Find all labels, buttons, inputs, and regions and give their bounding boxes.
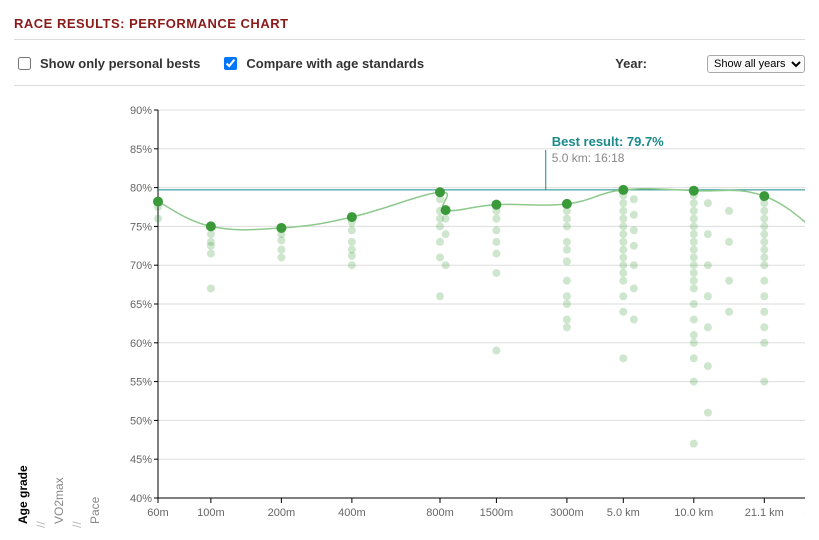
- svg-text:80%: 80%: [130, 183, 152, 195]
- svg-text:85%: 85%: [130, 144, 152, 156]
- performance-chart: 40% 45% 50% 55% 60% 65% 70% 75% 80% 85% 90% 60m 100m…: [108, 100, 805, 530]
- personal-bests-checkbox[interactable]: [18, 57, 31, 70]
- svg-text:800m: 800m: [426, 507, 454, 519]
- svg-text:60m: 60m: [147, 507, 168, 519]
- controls-bar: Show only personal bests Compare with ag…: [14, 40, 805, 86]
- svg-text:75%: 75%: [130, 221, 152, 233]
- svg-text:40%: 40%: [130, 493, 152, 505]
- svg-text:65%: 65%: [130, 299, 152, 311]
- svg-text:1500m: 1500m: [480, 507, 514, 519]
- compare-age-checkbox[interactable]: [224, 57, 237, 70]
- personal-bests-control: Show only personal bests: [14, 54, 200, 73]
- svg-text:200m: 200m: [268, 507, 296, 519]
- svg-text:400m: 400m: [338, 507, 366, 519]
- svg-text:Best result: 79.7%: Best result: 79.7%: [552, 134, 664, 149]
- yaxis-tab-separator: //: [32, 100, 50, 530]
- compare-age-control: Compare with age standards: [220, 54, 424, 73]
- year-label: Year:: [615, 56, 647, 71]
- page-title: RACE RESULTS: PERFORMANCE CHART: [14, 10, 805, 40]
- yaxis-tabs: Age grade//VO2max//Pace: [14, 100, 104, 530]
- svg-text:100m: 100m: [197, 507, 225, 519]
- yaxis-tab-vo2max[interactable]: VO2max: [50, 100, 68, 530]
- svg-text:10.0 km: 10.0 km: [674, 507, 713, 519]
- svg-text:55%: 55%: [130, 377, 152, 389]
- year-select[interactable]: Show all years: [707, 55, 805, 73]
- svg-text:90%: 90%: [130, 105, 152, 117]
- yaxis-tab-separator: //: [68, 100, 86, 530]
- svg-text:5.0 km: 16:18: 5.0 km: 16:18: [552, 151, 625, 165]
- svg-text:5.0 km: 5.0 km: [607, 507, 640, 519]
- yaxis-tab-age-grade[interactable]: Age grade: [14, 100, 32, 530]
- svg-text:70%: 70%: [130, 260, 152, 272]
- svg-text:50%: 50%: [130, 415, 152, 427]
- svg-text:45%: 45%: [130, 454, 152, 466]
- svg-text:60%: 60%: [130, 338, 152, 350]
- yaxis-tab-pace[interactable]: Pace: [86, 100, 104, 530]
- compare-age-label: Compare with age standards: [246, 56, 424, 71]
- chart-container: Age grade//VO2max//Pace 40%45%50%55%60%6…: [14, 86, 805, 530]
- svg-text:21.1 km: 21.1 km: [745, 507, 784, 519]
- personal-bests-label: Show only personal bests: [40, 56, 200, 71]
- svg-text:3000m: 3000m: [550, 507, 584, 519]
